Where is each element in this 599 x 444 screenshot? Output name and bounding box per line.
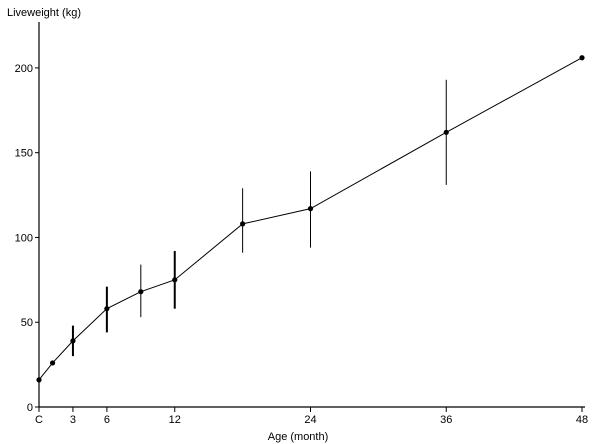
data-points [36,55,585,383]
data-point [443,129,449,135]
data-point [104,306,110,312]
data-point [307,206,314,212]
axes [38,22,585,408]
x-axis-title: Age (month) [268,431,329,443]
y-tick-label: 100 [15,232,33,244]
x-tick-label: 24 [304,414,316,426]
data-point [172,277,178,283]
y-tick-label: 50 [21,317,33,329]
x-tick-label: 6 [104,414,110,426]
y-axis-title: Liveweight (kg) [7,7,81,19]
series-lines [38,57,583,381]
x-tick-label: 12 [169,414,181,426]
y-tick-label: 150 [15,148,33,160]
data-point [36,377,42,383]
error-bars [71,79,447,357]
x-tick-label: C [35,414,43,426]
data-point [240,221,246,227]
data-point [49,360,56,366]
series-line [38,57,583,381]
data-point [579,55,585,61]
x-tick-label: 36 [440,414,452,426]
y-tick-label: 200 [15,63,33,75]
data-point [70,338,76,344]
y-tick-label: 0 [27,402,33,414]
x-tick-label: 48 [576,414,588,426]
x-tick-label: 3 [70,414,76,426]
data-point [138,289,144,295]
